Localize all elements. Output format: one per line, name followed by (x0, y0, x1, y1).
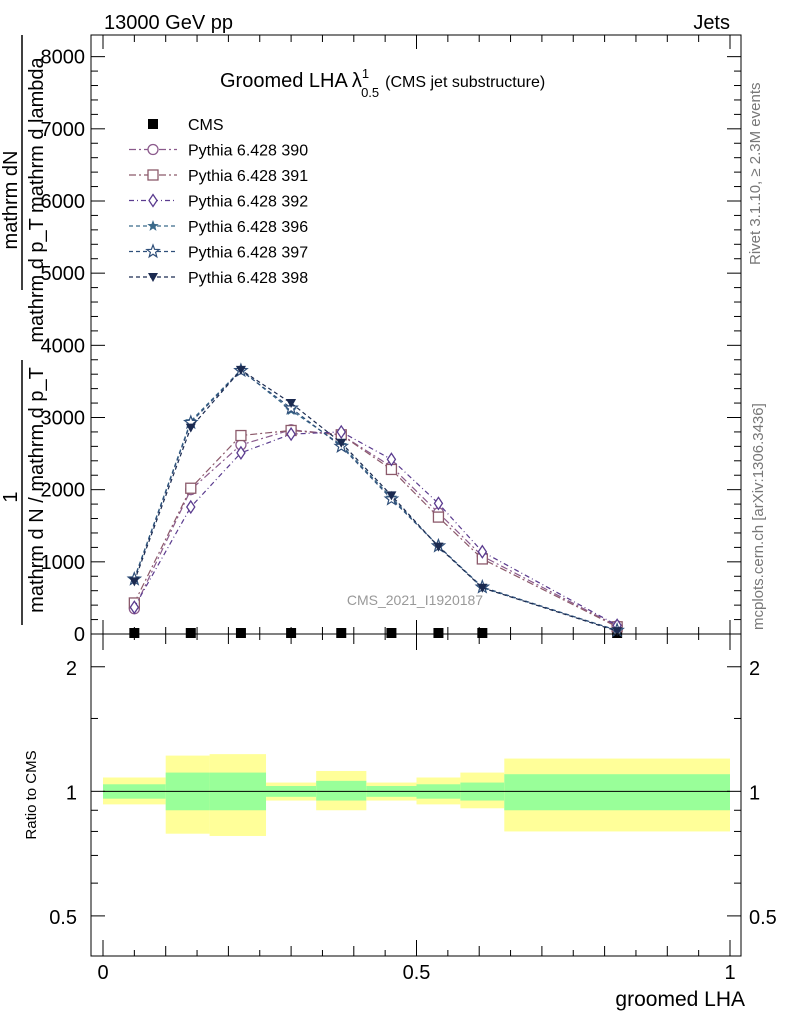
data-point (433, 628, 444, 638)
data-point (235, 429, 247, 442)
data-point (235, 628, 246, 638)
data-point (433, 542, 444, 552)
y-tick-label: 0 (74, 624, 85, 646)
main-y-ticks: 0 1000 2000 3000 4000 5000 6000 7000 8000 (41, 35, 741, 646)
title-sup: 1 (362, 66, 369, 81)
ratio-y-tick-label: 1 (66, 782, 77, 804)
legend: CMS Pythia 6.428 390 Pythia 6.428 391 Pythi… (129, 117, 308, 287)
x-tick-label: 0 (97, 962, 108, 984)
ratio-x-ticks: 0 0.5 1 (97, 634, 736, 984)
ratio-y-tick-label-right: 1 (749, 782, 760, 804)
data-point (147, 143, 159, 156)
data-point (336, 424, 347, 440)
data-point (147, 169, 159, 181)
ratio-y-tick-label-right: 0.5 (749, 907, 777, 929)
chart-title: Groomed LHA λ1 0.5 (CMS jet substructure) (220, 66, 545, 100)
x-tick-label: 1 (724, 962, 735, 984)
ratio-y-axis-label: Ratio to CMS (23, 750, 40, 839)
legend-label: Pythia 6.428 391 (188, 168, 308, 185)
mcplots-label: mcplots.cern.ch [arXiv:1306.3436] (750, 403, 767, 630)
y-tick-label: 6000 (41, 191, 86, 213)
data-point (235, 365, 246, 375)
series-cms (129, 628, 623, 638)
legend-item: Pythia 6.428 390 (129, 143, 308, 160)
y-tick-label: 7000 (41, 119, 86, 141)
data-point (185, 628, 196, 638)
watermark: CMS_2021_I1920187 (347, 592, 483, 608)
data-point (185, 423, 196, 433)
data-point (386, 452, 397, 467)
data-point (477, 583, 488, 593)
main-panel: 0 1000 2000 3000 4000 5000 6000 7000 8000 CMS_20… (0, 34, 742, 646)
data-point (432, 511, 445, 523)
title-lambda: λ (352, 70, 362, 92)
ratio-bands (103, 754, 730, 836)
legend-label: Pythia 6.428 392 (188, 194, 308, 211)
legend-item: CMS (148, 117, 224, 134)
series-pythia-6-428-398 (129, 365, 623, 637)
ratio-y-ticks: 0.5 0.5 1 1 2 2 (49, 658, 777, 929)
ratio-y-tick-label: 2 (66, 658, 77, 680)
ylabel-prefix-den: mathrm d N / mathrm d p_T (26, 367, 48, 613)
ylabel-prefix: 1 (0, 491, 22, 502)
data-point (185, 499, 196, 515)
x-axis-label: groomed LHA (615, 988, 745, 1011)
data-point (612, 627, 623, 637)
legend-label: CMS (188, 117, 224, 134)
data-point (336, 628, 347, 638)
header-left: 13000 GeV pp (104, 12, 233, 34)
ratio-y-tick-label: 0.5 (49, 907, 77, 929)
data-point (336, 438, 347, 448)
y-tick-label: 4000 (41, 335, 86, 357)
data-point (147, 220, 159, 231)
y-tick-label: 5000 (41, 263, 86, 285)
data-point (148, 193, 158, 208)
ylabel-num: mathrm dN (0, 151, 22, 250)
data-point (148, 273, 158, 282)
x-tick-label: 0.5 (403, 962, 431, 984)
y-tick-label: 8000 (41, 47, 86, 69)
data-point (286, 628, 297, 638)
ylabel-den: mathrm d p_T mathrm d lambda (26, 56, 48, 342)
legend-item: Pythia 6.428 397 (129, 243, 308, 262)
legend-item: Pythia 6.428 398 (129, 270, 308, 287)
series-pythia-6-428-392 (129, 424, 622, 633)
data-point (286, 399, 297, 409)
legend-item: Pythia 6.428 391 (129, 168, 308, 185)
ratio-inner-band (504, 774, 730, 811)
main-series (126, 362, 625, 638)
legend-item: Pythia 6.428 396 (129, 219, 308, 236)
legend-label: Pythia 6.428 396 (188, 219, 308, 236)
ratio-inner-band (316, 780, 367, 801)
y-tick-label: 3000 (41, 407, 86, 429)
ratio-y-tick-label-right: 2 (749, 658, 760, 680)
data-point (145, 243, 161, 259)
rivet-label: Rivet 3.1.10, ≥ 2.3M events (747, 83, 764, 266)
legend-label: Pythia 6.428 397 (188, 245, 308, 262)
data-point (129, 628, 140, 638)
data-point (236, 445, 246, 461)
data-point (477, 628, 488, 638)
data-point (386, 491, 397, 501)
data-point (129, 577, 140, 587)
main-y-axis-label: 1 mathrm d N / mathrm d p_T mathrm dN ma… (0, 35, 48, 625)
data-point (477, 544, 488, 559)
header-right: Jets (693, 12, 730, 34)
title-sub: 0.5 (361, 85, 379, 100)
legend-item: Pythia 6.428 392 (129, 193, 308, 211)
ratio-panel: 0.5 0.51 12 2 0 0.5 1 Ratio to CMS groomed LH… (23, 633, 777, 1011)
y-tick-label: 2000 (41, 480, 86, 502)
data-point (129, 600, 140, 615)
title-note: (CMS jet substructure) (385, 74, 545, 91)
title-main: Groomed LHA (220, 70, 348, 92)
data-point (148, 119, 158, 129)
legend-label: Pythia 6.428 398 (188, 270, 308, 287)
data-point (433, 496, 444, 511)
y-tick-label: 1000 (41, 552, 86, 574)
data-point (286, 426, 296, 442)
data-point (386, 628, 397, 638)
data-point (185, 482, 197, 494)
legend-label: Pythia 6.428 390 (188, 143, 308, 160)
